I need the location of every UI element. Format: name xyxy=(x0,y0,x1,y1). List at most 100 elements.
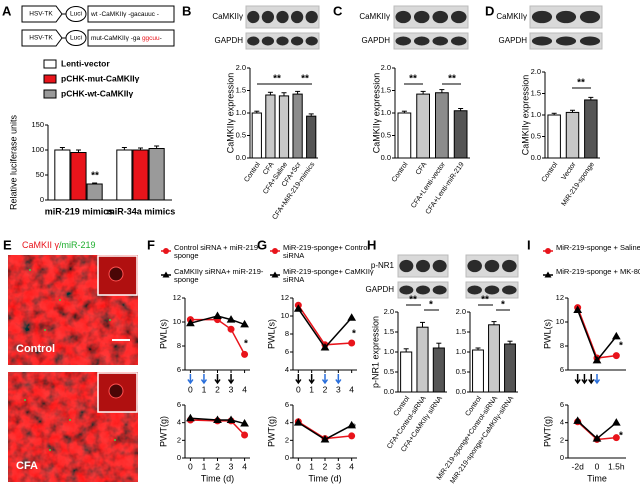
bar xyxy=(397,112,412,159)
bar xyxy=(116,149,133,201)
significance-label: ** xyxy=(448,74,456,85)
injection-arrow xyxy=(295,374,302,385)
green-puncta xyxy=(24,269,116,451)
bar xyxy=(306,115,317,159)
injection-arrow xyxy=(321,374,329,385)
data-point xyxy=(227,325,235,333)
x-tick-label: 3 xyxy=(336,384,341,394)
x-tick-label: Control xyxy=(541,161,560,184)
data-point xyxy=(347,313,357,321)
y-tick-label: 8 xyxy=(177,341,181,350)
x-tick-label: 4 xyxy=(349,461,354,471)
legend-label: Lenti-vector xyxy=(61,58,110,68)
legend-box: MiR-219-sponge + Saline xyxy=(556,244,640,252)
blot-band xyxy=(432,259,447,273)
data-point xyxy=(226,315,236,323)
series-line xyxy=(190,419,246,436)
significance-label: ** xyxy=(273,74,281,85)
inset-cell xyxy=(108,266,124,282)
legend-swatch xyxy=(43,59,57,69)
site-part: ggcuu xyxy=(142,35,160,42)
x-axis-label: Time (d) xyxy=(308,473,341,483)
injection-arrow xyxy=(227,374,235,385)
data-point xyxy=(213,415,222,424)
micrograph-panel: E CaMKII γ/miR-219 Control CFA xyxy=(3,237,138,482)
x-tick-label: 4 xyxy=(242,384,247,394)
significance-label: ** xyxy=(577,78,585,89)
blot-band xyxy=(399,285,414,295)
site-part: wt -CaMKIIγ -gacauuc - xyxy=(90,11,159,18)
y-tick-label: 150 xyxy=(31,120,44,129)
blot-band xyxy=(450,36,467,46)
y-tick-label: 2.0 xyxy=(381,63,391,72)
panel-label: A xyxy=(2,3,12,18)
injection-arrow xyxy=(308,374,315,385)
x-tick-label: CFA xyxy=(415,161,429,176)
site-label: wt -CaMKIIγ -gacauuc - xyxy=(90,11,159,18)
y-tick-label: 2.0 xyxy=(236,63,246,72)
inset-cell xyxy=(108,383,124,399)
blot-band xyxy=(395,36,412,46)
blot-label: p-NR1 xyxy=(371,261,395,270)
image-label: Control xyxy=(16,343,55,355)
bar xyxy=(416,326,429,393)
y-tick-label: 0.0 xyxy=(381,153,391,162)
blot-band xyxy=(555,10,577,24)
blot-label: GAPDH xyxy=(362,36,391,45)
x-axis-label: Time (d) xyxy=(201,473,234,483)
injection-arrow xyxy=(200,374,208,385)
legend-label: Control siRNA + miR-219-sponge xyxy=(174,244,261,261)
blot-label: CaMKIIγ xyxy=(212,12,243,21)
y-axis-label: p-NR1 expression xyxy=(370,316,380,388)
y-tick-label: 0.5 xyxy=(531,131,541,140)
series-line xyxy=(576,309,617,362)
bar xyxy=(504,343,516,393)
y-tick-label: 1.0 xyxy=(531,110,541,119)
y-tick-label: 1.0 xyxy=(236,108,246,117)
data-point xyxy=(612,352,620,360)
legend-marker xyxy=(272,248,278,254)
y-tick-label: 12 xyxy=(173,293,181,302)
bar xyxy=(86,183,103,201)
data-point xyxy=(213,311,222,319)
legend-label: MiR-219-sponge + MK-801 xyxy=(556,268,640,276)
legend-swatch xyxy=(43,89,57,99)
y-tick-label: 0.5 xyxy=(236,130,246,139)
y-tick-label: 2 xyxy=(177,435,181,444)
bar xyxy=(70,152,87,201)
panel-label: G xyxy=(257,237,267,252)
blot-band xyxy=(484,259,500,273)
y-tick-label: 6 xyxy=(177,400,181,409)
panel-label: C xyxy=(333,3,343,18)
promoter-label: HSV-TK xyxy=(29,11,53,18)
data-point xyxy=(186,413,195,422)
blot-band xyxy=(305,36,318,46)
legend-label: MiR-219-sponge+ Control siRNA xyxy=(283,244,370,261)
y-tick-label: 1.5 xyxy=(236,85,246,94)
image-label: CFA xyxy=(16,460,38,472)
blot-band xyxy=(531,36,553,46)
data-point xyxy=(241,431,249,439)
x-tick-label: 2 xyxy=(323,384,328,394)
blot-band xyxy=(413,36,430,46)
bar xyxy=(278,95,290,159)
y-tick-label: 2.0 xyxy=(531,67,541,76)
channel-name: /miR-219 xyxy=(59,240,96,250)
significance-label: * xyxy=(619,341,623,352)
blot-band xyxy=(467,285,482,295)
data-point xyxy=(293,418,303,426)
channel-name: CaMKII γ xyxy=(22,240,60,250)
bar xyxy=(400,351,413,393)
blot-band xyxy=(276,36,289,46)
x-tick-label: MiR-219-sponge+CaMKIIγ-siRNA xyxy=(449,395,515,485)
blot-band xyxy=(399,259,414,273)
blot-band xyxy=(531,10,553,24)
reporter-box xyxy=(65,6,87,22)
y-tick-label: 4 xyxy=(285,418,289,427)
blot-band xyxy=(261,36,275,46)
blot-label: CaMKIIγ xyxy=(359,12,390,21)
y-tick-label: 4 xyxy=(560,418,564,427)
y-tick-label: 0.5 xyxy=(384,367,394,376)
x-tick-label: 0 xyxy=(296,461,301,471)
